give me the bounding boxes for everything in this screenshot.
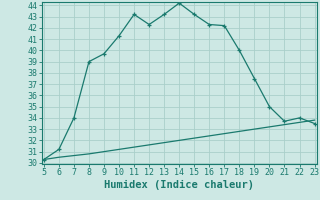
- X-axis label: Humidex (Indice chaleur): Humidex (Indice chaleur): [104, 180, 254, 190]
